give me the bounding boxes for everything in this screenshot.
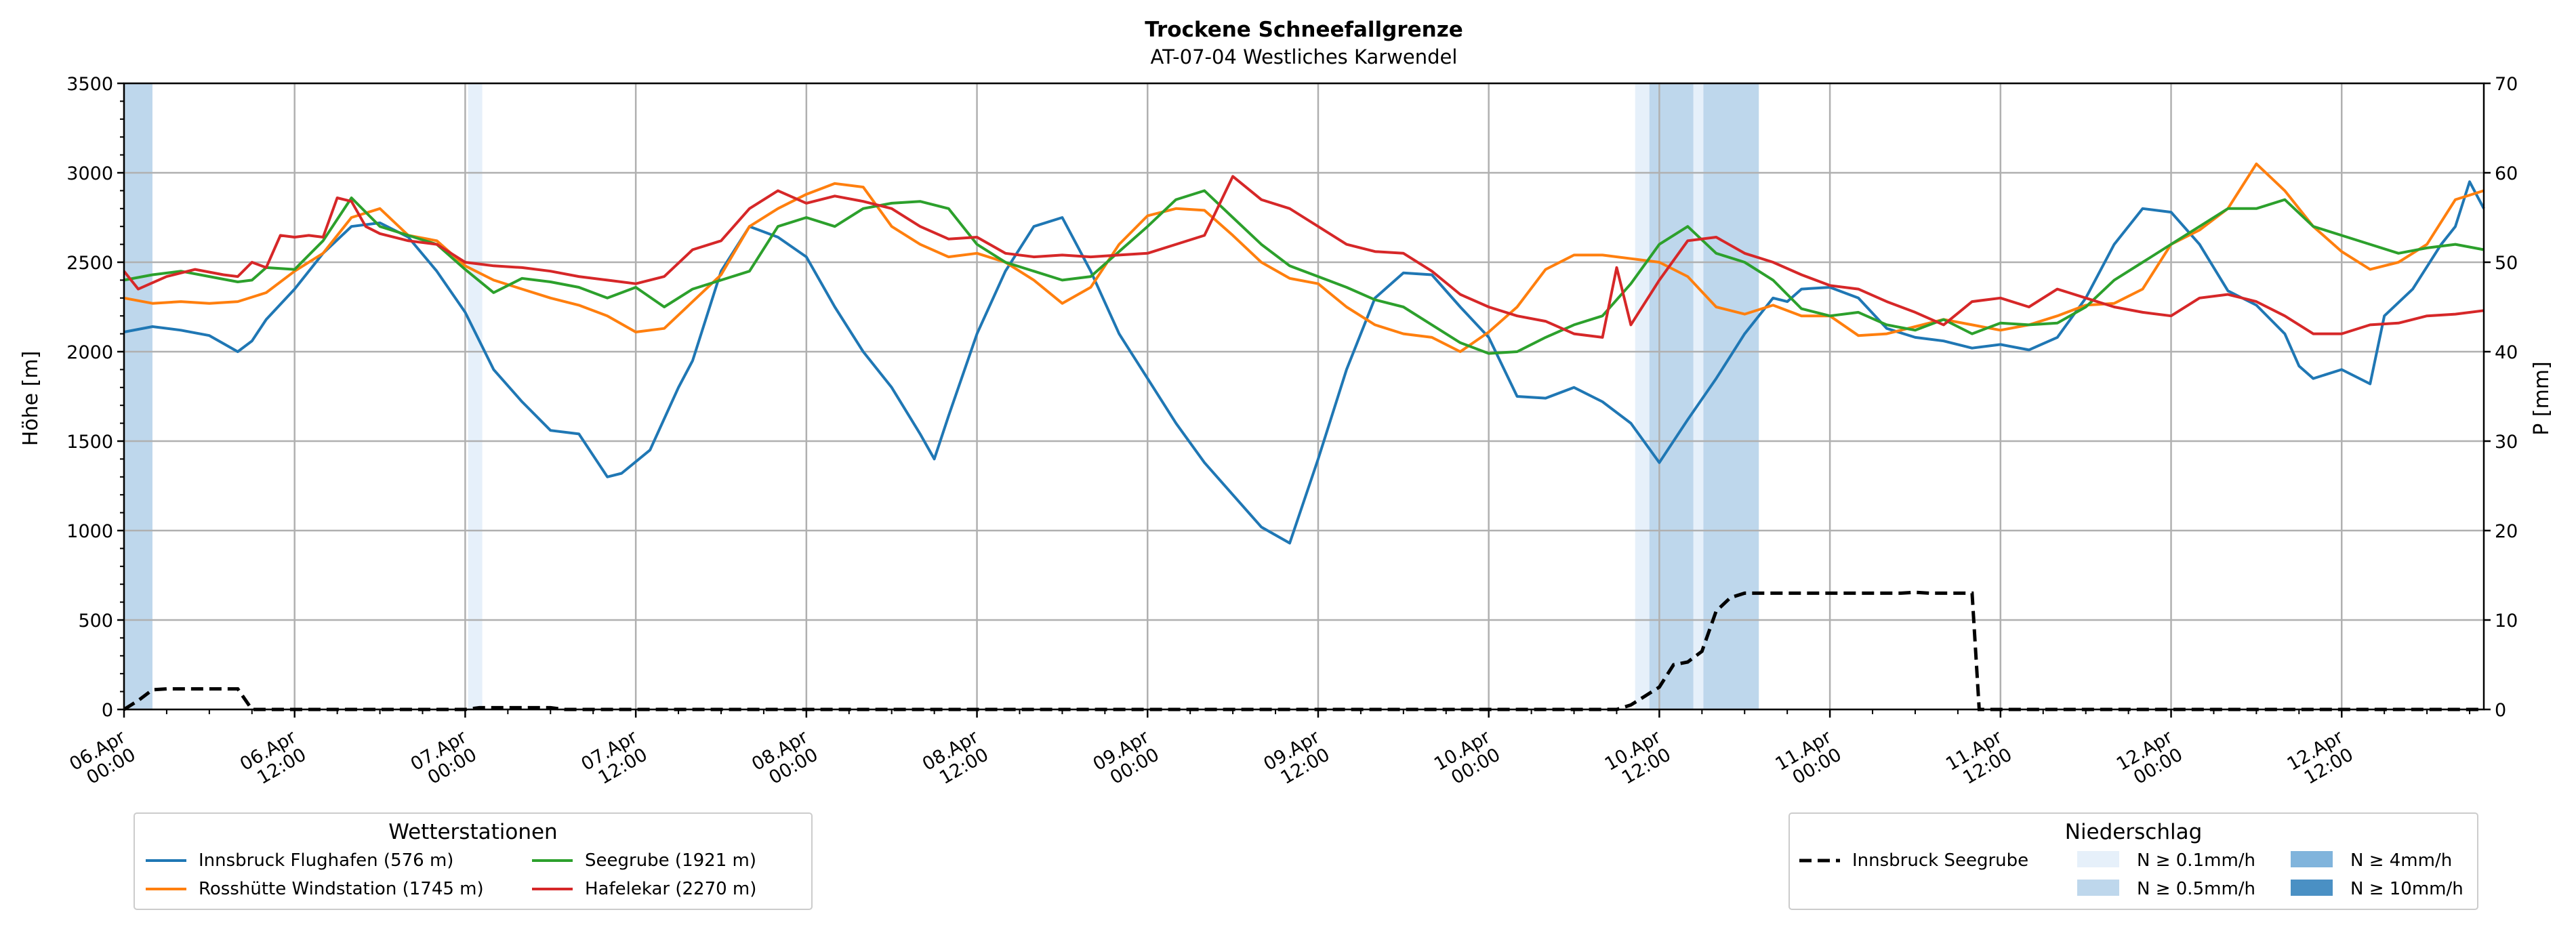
legend-label: N ≥ 0.1mm/h xyxy=(2137,850,2255,871)
y-tick-label: 500 xyxy=(78,611,113,632)
legend-swatch xyxy=(2291,851,2333,867)
x-tick-label: 11.Apr12:00 xyxy=(1942,726,2016,793)
legend-label: Innsbruck Seegrube xyxy=(1852,850,2028,871)
legend-label: Hafelekar (2270 m) xyxy=(585,879,756,899)
y-tick-label: 1000 xyxy=(66,521,113,542)
x-tick-label: 06.Apr12:00 xyxy=(237,726,310,793)
y2-tick-label: 60 xyxy=(2495,163,2518,184)
x-tick-label: 09.Apr00:00 xyxy=(1090,726,1164,793)
y-tick-label: 2000 xyxy=(66,342,113,363)
legend-swatch xyxy=(2077,851,2119,867)
y2-tick-label: 70 xyxy=(2495,74,2518,95)
precip-band xyxy=(1649,83,1694,709)
x-tick-label: 08.Apr00:00 xyxy=(748,726,822,793)
x-tick-label: 09.Apr12:00 xyxy=(1260,726,1334,793)
precip-band xyxy=(1703,83,1759,709)
axes: 0 500 1000 1500 2000 2500 3000 3500 0 10 20 30 40 50 6… xyxy=(66,74,2518,793)
x-tick-label: 12.Apr12:00 xyxy=(2284,726,2358,793)
x-tick-label: 06.Apr00:00 xyxy=(66,726,140,793)
x-tick-label: 07.Apr00:00 xyxy=(407,726,481,793)
x-tick-label: 10.Apr12:00 xyxy=(1601,726,1675,793)
y2-tick-label: 10 xyxy=(2495,611,2518,632)
series-line-2 xyxy=(123,162,2485,353)
y-tick-label: 0 xyxy=(102,700,113,721)
y2-axis-label: P [mm] xyxy=(2530,361,2554,435)
legend-label: N ≥ 10mm/h xyxy=(2350,879,2463,899)
y2-tick-label: 50 xyxy=(2495,253,2518,274)
precip-band xyxy=(124,83,152,709)
grid-lines xyxy=(123,82,2484,711)
y-tick-label: 1500 xyxy=(66,432,113,453)
precip-band xyxy=(1693,83,1704,709)
y-tick-label: 2500 xyxy=(66,253,113,274)
y2-tick-label: 0 xyxy=(2495,700,2506,721)
x-tick-label: 07.Apr12:00 xyxy=(577,726,651,793)
series-line-1 xyxy=(123,180,2485,545)
chart-subtitle: AT-07-04 Westliches Karwendel xyxy=(1151,45,1458,68)
legend-stations: Wetterstationen Innsbruck Flughafen (576… xyxy=(134,812,813,910)
legend-swatch xyxy=(2077,880,2119,896)
chart-title: Trockene Schneefallgrenze xyxy=(1145,18,1463,42)
legend-label: N ≥ 4mm/h xyxy=(2350,850,2452,871)
legend-precip-title: Niederschlag xyxy=(2065,820,2203,844)
y2-tick-label: 40 xyxy=(2495,342,2518,363)
legend-precip: Niederschlag Innsbruck Seegrube N ≥ 0.1mm… xyxy=(1788,812,2478,910)
legend-stations-frame xyxy=(134,812,813,910)
precip-line xyxy=(123,590,2484,711)
legend-label: Innsbruck Flughafen (576 m) xyxy=(199,850,453,871)
x-tick-label: 08.Apr12:00 xyxy=(919,726,993,793)
series-line-3 xyxy=(123,189,2485,355)
y2-tick-label: 30 xyxy=(2495,432,2518,453)
y-tick-label: 3500 xyxy=(66,74,113,95)
legend-label: Rosshütte Windstation (1745 m) xyxy=(199,879,484,899)
y-axis-label: Höhe [m] xyxy=(19,351,43,447)
legend-stations-title: Wetterstationen xyxy=(388,820,557,844)
legend-swatch xyxy=(2291,880,2333,896)
precip-band xyxy=(468,83,483,709)
x-tick-label: 10.Apr00:00 xyxy=(1431,726,1505,793)
series-line-4 xyxy=(123,175,2485,339)
legend-label: N ≥ 0.5mm/h xyxy=(2137,879,2255,899)
y2-tick-label: 20 xyxy=(2495,521,2518,542)
y-tick-label: 3000 xyxy=(66,163,113,184)
series-lines xyxy=(123,162,2485,711)
precip-bands xyxy=(124,83,1759,709)
x-tick-label: 11.Apr00:00 xyxy=(1772,726,1845,793)
legend-label: Seegrube (1921 m) xyxy=(585,850,756,871)
x-tick-label: 12.Apr00:00 xyxy=(2113,726,2187,793)
precip-band xyxy=(1635,83,1650,709)
plot-frame xyxy=(123,82,2485,711)
